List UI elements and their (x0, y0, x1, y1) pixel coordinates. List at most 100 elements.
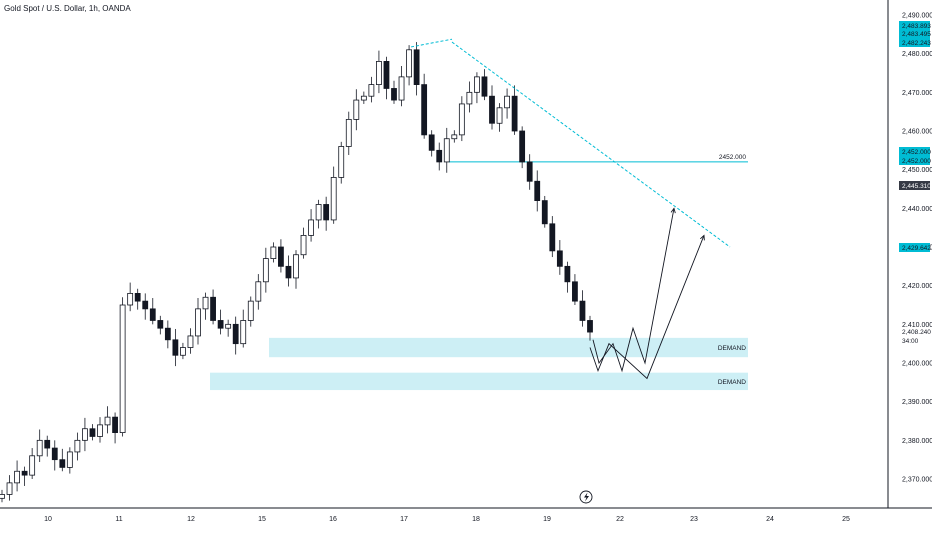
price-tag-label: 2,445.310 (902, 183, 931, 190)
projection-arrowhead (700, 234, 705, 241)
candle-body (368, 84, 375, 97)
candle-body (278, 246, 284, 267)
peak-connector-line[interactable] (410, 38, 453, 48)
candle-body (51, 447, 58, 461)
candle-body (466, 91, 473, 105)
descending-trendline[interactable] (451, 41, 731, 248)
price-tag-label: 2,483.893 (902, 23, 931, 30)
candle-body (202, 296, 209, 310)
candle-body (127, 292, 134, 306)
candle-body (481, 76, 488, 97)
price-tag (899, 181, 930, 190)
time-tick-label: 22 (616, 516, 624, 523)
price-tag (899, 21, 930, 30)
candle-body (338, 146, 345, 178)
candle-body (391, 88, 397, 101)
candle-body (195, 308, 201, 337)
candle-body (421, 84, 428, 136)
candle-body (511, 95, 518, 132)
price-tick-label: 2,460.000 (902, 129, 932, 136)
time-tick-label: 15 (258, 516, 266, 523)
candle-body (6, 482, 13, 495)
candle-body (534, 180, 541, 201)
candle-body (413, 49, 420, 85)
candle-body (225, 323, 232, 329)
candle-body (112, 416, 118, 433)
demand-zone-label: DEMAND (718, 345, 746, 352)
candle-body (29, 455, 36, 476)
candle-body (66, 451, 73, 468)
candle-body (572, 281, 578, 302)
candle-body (134, 292, 141, 302)
candle-body (119, 304, 126, 433)
candle-body (496, 107, 503, 124)
price-tick-label: 2,380.000 (902, 438, 932, 445)
candle-body (345, 119, 352, 147)
candle-body (36, 439, 43, 457)
lightning-bolt-glyph (584, 492, 589, 502)
candle-body (406, 49, 412, 78)
price-tag (899, 336, 930, 345)
price-tag-label: 2,452.000 (902, 149, 931, 156)
candle-body (210, 296, 216, 321)
price-tag (899, 156, 930, 165)
candle-body (180, 347, 186, 356)
candle-body (104, 416, 111, 426)
time-tick-label: 12 (187, 516, 195, 523)
candle-body (149, 308, 156, 321)
candle-body (21, 470, 28, 476)
candle-body (240, 320, 247, 345)
price-tag-label: 2,482.243 (902, 40, 931, 47)
candle-body (82, 428, 88, 441)
candle-body (0, 494, 5, 499)
time-tick-label: 16 (329, 516, 337, 523)
price-tag-label: 2,483.495 (902, 31, 931, 38)
candle-body (285, 265, 292, 279)
candle-body (293, 254, 299, 279)
candle-body (300, 234, 307, 256)
candle-body (232, 323, 239, 345)
projection-path[interactable] (589, 235, 705, 380)
price-tag (899, 38, 930, 47)
candle-body (443, 138, 450, 163)
candle-body (59, 459, 66, 468)
demand-zone[interactable] (269, 337, 748, 358)
price-tag-label: 2,429.642 (902, 245, 931, 252)
candle-body (97, 424, 103, 437)
candle-body (270, 246, 277, 260)
price-tag (899, 327, 930, 336)
candle-body (526, 161, 533, 182)
time-tick-label: 25 (842, 516, 850, 523)
candle-body (330, 176, 337, 221)
horizontal-level-label: 2452.000 (719, 154, 746, 161)
candle-body (74, 439, 81, 453)
candle-body (541, 200, 548, 225)
candle-body (353, 99, 360, 120)
time-tick-label: 11 (115, 516, 122, 523)
price-tag-label: 2,452.000 (902, 158, 931, 165)
candle-body (428, 134, 435, 151)
candle-body (360, 95, 367, 101)
candle-body (14, 470, 20, 484)
candle-body (262, 258, 269, 283)
time-tick-label: 17 (400, 516, 408, 523)
candle-body (187, 335, 194, 348)
candle-body (89, 428, 96, 437)
candle-body (255, 281, 262, 302)
time-tick-label: 19 (543, 516, 551, 523)
price-tick-label: 2,480.000 (902, 51, 932, 58)
candle-body (308, 219, 314, 236)
price-tick-label: 2,490.000 (902, 13, 932, 20)
candle-body (315, 204, 322, 221)
price-tick-label: 2,390.000 (902, 399, 932, 406)
demand-zone[interactable] (210, 372, 748, 391)
price-tick-label: 2,440.000 (902, 206, 932, 213)
candle-body (579, 300, 586, 321)
candle-body (489, 95, 495, 124)
projection-path[interactable] (592, 208, 675, 373)
candle-body (451, 134, 458, 140)
price-tag (899, 243, 930, 252)
candle-body (383, 61, 390, 89)
price-tag (899, 29, 930, 38)
